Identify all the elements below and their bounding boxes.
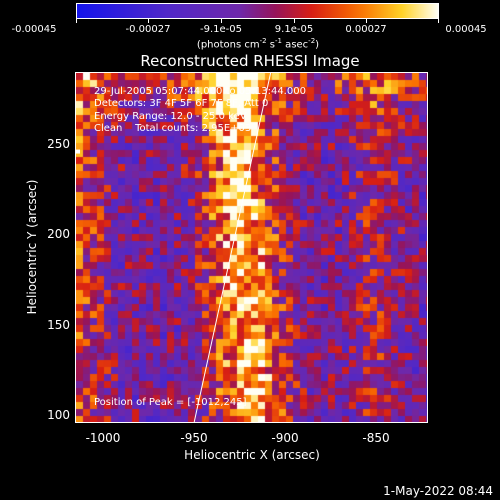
colorbar-tick <box>148 19 149 23</box>
chart-title: Reconstructed RHESSI Image <box>140 52 360 70</box>
annotation-energy-range: Energy Range: 12.0 - 25.0 keV <box>94 111 247 122</box>
colorbar-tick <box>294 19 295 23</box>
solar-limb-line <box>193 73 272 422</box>
peak-marker <box>76 149 80 154</box>
x-tick-label: -950 <box>180 431 208 445</box>
annotation-time-range: 29-Jul-2005 05:07:44.000 to 05:13:44.000 <box>94 86 306 97</box>
colorbar-label: -0.00045 <box>11 24 57 35</box>
colorbar-tick <box>438 19 439 23</box>
colorbar <box>76 3 439 19</box>
x-axis-label: Heliocentric X (arcsec) <box>184 448 320 462</box>
colorbar-units: (photons cm-2 s-1 asec-2) <box>196 37 320 51</box>
annotation-peak-position: Position of Peak = [-1012,245] <box>94 397 247 408</box>
colorbar-label: -9.1e-05 <box>200 24 242 35</box>
y-tick-label: 150 <box>47 318 70 332</box>
colorbar-label: 0.00045 <box>445 24 487 35</box>
annotation-clean-counts: Clean Total counts: 2.95E+03 <box>94 123 252 134</box>
colorbar-tick <box>76 19 77 23</box>
y-tick-label: 250 <box>47 137 70 151</box>
y-tick-label: 100 <box>47 408 70 422</box>
x-tick-label: -850 <box>362 431 390 445</box>
annotation-detectors: Detectors: 3F 4F 5F 6F 7F 8F, Att 0 <box>94 98 269 109</box>
timestamp: 1-May-2022 08:44 <box>383 484 493 498</box>
x-tick-label: -900 <box>271 431 299 445</box>
colorbar-label: 9.1e-05 <box>274 24 314 35</box>
plot-overlay <box>76 73 272 422</box>
colorbar-label: -0.00027 <box>125 24 171 35</box>
colorbar-tick <box>221 19 222 23</box>
y-tick-label: 200 <box>47 227 70 241</box>
colorbar-tick <box>366 19 367 23</box>
x-tick-label: -1000 <box>85 431 121 445</box>
plot-area: 29-Jul-2005 05:07:44.000 to 05:13:44.000… <box>75 72 428 423</box>
colorbar-label: 0.00027 <box>345 24 387 35</box>
heatmap-image <box>76 73 427 422</box>
y-axis-label: Heliocentric Y (arcsec) <box>25 179 39 315</box>
